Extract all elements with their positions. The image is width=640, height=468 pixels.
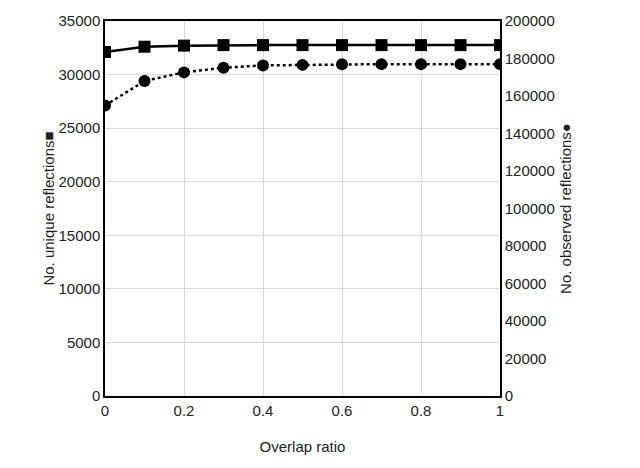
svg-text:120000: 120000	[505, 162, 555, 179]
svg-text:60000: 60000	[505, 275, 547, 292]
svg-text:5000: 5000	[67, 334, 100, 351]
svg-text:0.2: 0.2	[174, 402, 195, 419]
svg-text:0.8: 0.8	[411, 402, 432, 419]
svg-text:100000: 100000	[505, 200, 555, 217]
svg-text:140000: 140000	[505, 125, 555, 142]
svg-text:0: 0	[505, 387, 513, 404]
svg-text:25000: 25000	[59, 119, 101, 136]
svg-text:160000: 160000	[505, 87, 555, 104]
svg-text:180000: 180000	[505, 50, 555, 67]
svg-text:200000: 200000	[505, 12, 555, 29]
svg-text:No. observed reflections●: No. observed reflections●	[557, 123, 574, 294]
svg-text:10000: 10000	[59, 280, 101, 297]
svg-text:40000: 40000	[505, 312, 547, 329]
svg-text:0.4: 0.4	[253, 402, 274, 419]
svg-text:35000: 35000	[59, 12, 101, 29]
svg-text:20000: 20000	[59, 173, 101, 190]
svg-text:80000: 80000	[505, 237, 547, 254]
svg-text:Overlap ratio: Overlap ratio	[260, 438, 346, 455]
svg-text:1: 1	[496, 402, 504, 419]
svg-text:No. unique reflections■: No. unique reflections■	[40, 131, 57, 285]
svg-text:0: 0	[101, 402, 109, 419]
svg-text:0: 0	[92, 387, 100, 404]
svg-text:20000: 20000	[505, 350, 547, 367]
svg-text:30000: 30000	[59, 66, 101, 83]
svg-text:15000: 15000	[59, 227, 101, 244]
svg-text:0.6: 0.6	[332, 402, 353, 419]
